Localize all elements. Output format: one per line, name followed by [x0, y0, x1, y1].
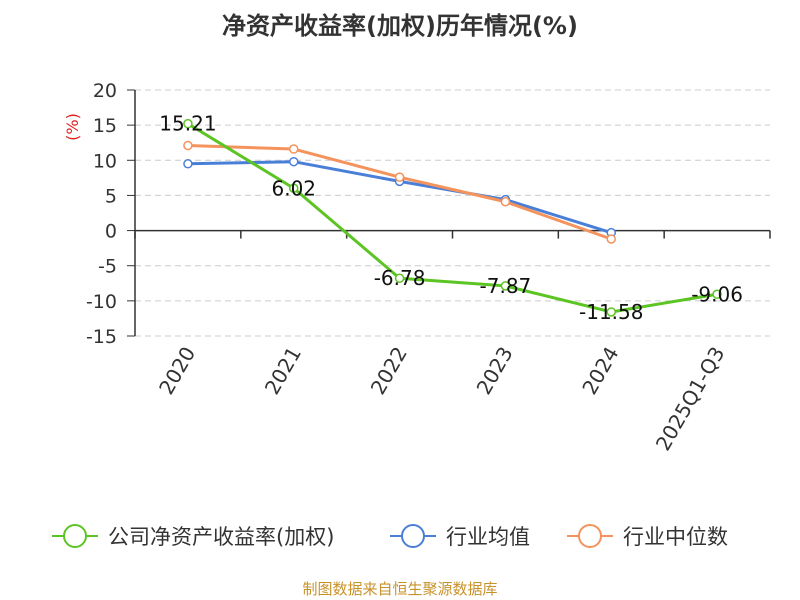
data-point [606, 307, 616, 317]
y-axis-label: (%) [63, 113, 82, 141]
series-line [187, 122, 718, 314]
x-tick-label: 2023 [472, 343, 518, 399]
x-tick-label: 2021 [260, 343, 306, 399]
y-tick-label: 0 [105, 221, 117, 243]
y-tick-label: 15 [93, 115, 117, 137]
data-point [289, 144, 299, 154]
y-tick-label: 10 [93, 150, 117, 172]
data-point [183, 159, 193, 169]
data-point [289, 156, 299, 167]
data-point [500, 281, 511, 291]
source-note: 制图数据来自恒生聚源数据库 [302, 580, 498, 598]
x-tick-label: 2022 [366, 343, 412, 399]
data-label: 15.21 [159, 112, 216, 136]
series-line [187, 144, 612, 241]
data-label: -9.06 [691, 282, 743, 306]
data-point [183, 118, 193, 129]
legend-label: 行业中位数 [623, 525, 728, 549]
x-tick-label: 2025Q1-Q3 [651, 343, 730, 455]
chart-title: 净资产收益率(加权)历年情况(%) [222, 12, 578, 40]
legend-marker [63, 524, 87, 548]
x-tick-label: 2020 [154, 343, 200, 399]
y-tick-label: -10 [86, 291, 117, 313]
y-tick-label: -15 [86, 326, 117, 348]
data-point [394, 172, 405, 182]
data-point [500, 197, 511, 207]
data-point [712, 289, 722, 300]
series-line [187, 160, 612, 235]
data-label: -6.78 [374, 266, 426, 290]
legend-marker [578, 524, 602, 548]
legend-label: 公司净资产收益率(加权) [108, 525, 334, 549]
legend-label: 行业均值 [446, 525, 530, 549]
x-tick-label: 2024 [577, 343, 623, 399]
data-label: -7.87 [480, 274, 532, 298]
legend-marker [401, 524, 425, 548]
data-point [289, 183, 299, 194]
data-label: -11.58 [579, 300, 643, 324]
y-tick-label: -5 [98, 256, 117, 278]
y-tick-label: 5 [105, 185, 117, 207]
y-tick-label: 20 [93, 80, 117, 102]
data-point [394, 273, 405, 283]
data-point [606, 234, 616, 244]
data-point [183, 140, 193, 151]
data-label: 6.02 [271, 176, 316, 200]
